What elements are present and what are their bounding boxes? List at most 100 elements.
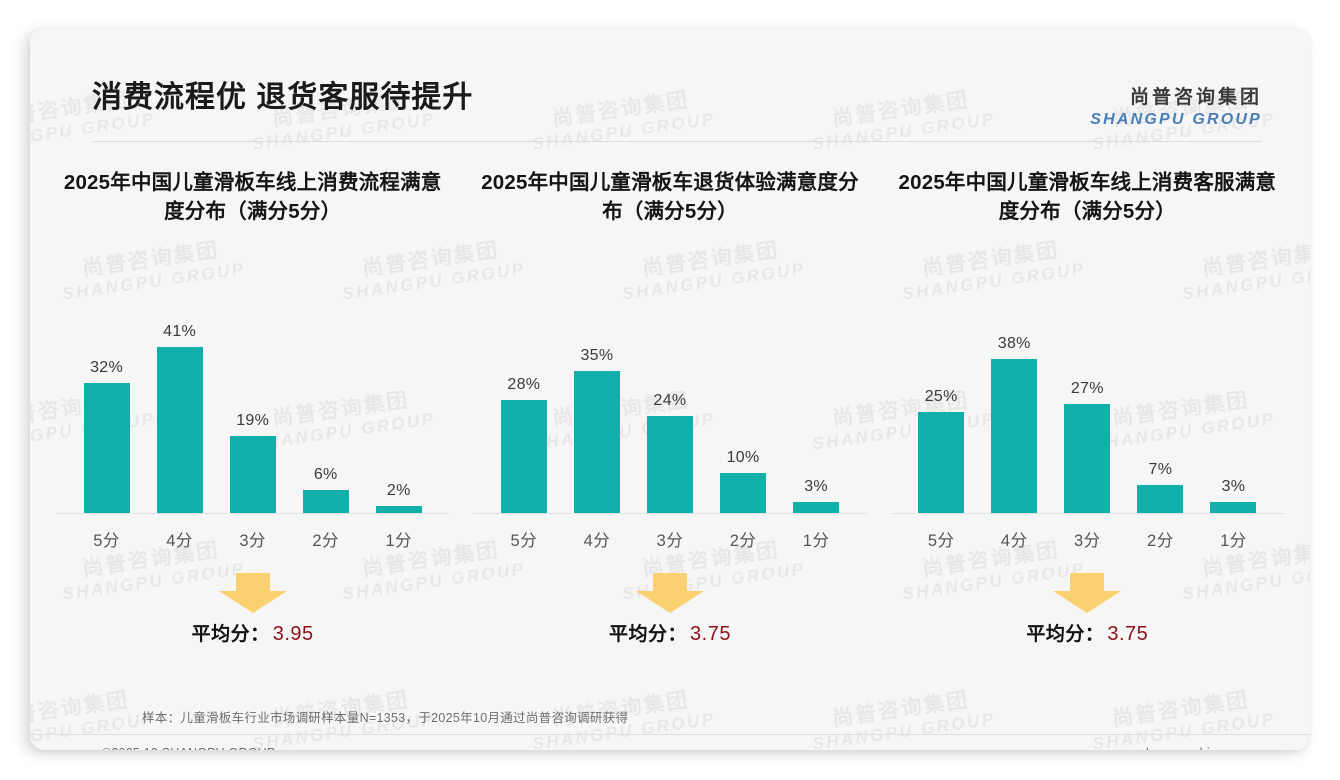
brand-logo: 尚普咨询集团 SHANGPU GROUP [1090,87,1262,128]
x-axis-tick-label: 5分 [93,532,120,550]
bar-value-label: 7% [1148,461,1173,479]
x-axis-tick-label: 1分 [385,532,413,550]
x-axis-tick-label: 3分 [656,532,684,550]
slide-card: 尚普咨询集团 SHANGPU GROUP 尚普咨询集团 SHANGPU GROUP 尚普… [30,28,1310,750]
x-axis-tick-label: 4分 [166,532,193,550]
average-value: 3.95 [272,623,314,645]
down-arrow-icon [1053,573,1122,613]
bar-slot: 35% [560,284,633,514]
down-arrow-icon [218,573,287,613]
bar [646,416,693,514]
chart-panel-1: 2025年中国儿童滑板车线上消费流程满意度分布（满分5分） 32% 41% 19% 6… [44,168,461,688]
average-score: 平均分： 3.75 [1026,619,1148,646]
bar-slot: 25% [905,284,978,514]
bar-slot: 3% [780,284,853,514]
x-axis-tick-label: 5分 [927,532,955,550]
bar-value-label: 41% [163,322,197,340]
bar-group: 25% 38% 27% 7% 3% [905,284,1270,514]
copyright-text: ©2025.12 SHANGPU GROUP [102,746,275,750]
bar-group: 32% 41% 19% 6% 2% [70,284,435,514]
x-axis-tick-label: 2分 [729,532,757,550]
x-axis-line [473,513,867,514]
bar [918,411,965,514]
bar-value-label: 2% [386,481,411,499]
bar-value-label: 35% [580,347,614,365]
x-axis-labels: 5分 4分 3分 2分 1分 [487,514,852,551]
bar-value-label: 25% [924,387,958,405]
bar-value-label: 10% [726,449,760,467]
bar-slot: 10% [707,284,780,514]
bar-slot: 41% [143,284,216,514]
x-axis-tick-label: 2分 [1147,532,1174,550]
bar-value-label: 24% [653,392,687,409]
bar-value-label: 38% [997,334,1031,352]
bar-chart: 25% 38% 27% 7% 3% [890,284,1284,514]
bar-value-label: 19% [236,412,270,430]
bar [793,501,840,514]
x-axis-line [56,513,450,514]
bar-slot: 6% [289,284,362,514]
website-link[interactable]: www.shangpu-china.com [1109,746,1252,750]
charts-row: 2025年中国儿童滑板车线上消费流程满意度分布（满分5分） 32% 41% 19% 6… [44,168,1296,688]
x-axis-tick-label: 4分 [1000,532,1028,550]
bar [991,358,1038,514]
x-axis-tick-label: 3分 [1073,532,1101,550]
x-axis-labels: 5分 4分 3分 2分 1分 [905,514,1270,551]
page-title: 消费流程优 退货客服待提升 [92,81,474,114]
bar [1210,501,1257,514]
bar-slot: 32% [70,284,143,514]
bar-value-label: 28% [507,375,541,393]
sample-note: 样本：儿童滑板车行业市场调研样本量N=1353，于2025年10月通过尚普咨询调… [142,711,629,725]
chart-title: 2025年中国儿童滑板车线上消费流程满意度分布（满分5分） [63,171,442,224]
x-axis-line [890,513,1284,514]
header-divider [92,141,1262,142]
bar-slot: 19% [216,284,289,514]
chart-panel-3: 2025年中国儿童滑板车线上消费客服满意度分布（满分5分） 25% 38% 27% 7… [879,168,1296,688]
average-block: 平均分： 3.75 [473,573,866,665]
down-arrow-icon [635,573,704,613]
bar [375,505,422,514]
bar-value-label: 6% [313,465,338,483]
bar-chart: 32% 41% 19% 6% 2% [56,284,450,514]
bar [83,383,130,514]
slide-header: 消费流程优 退货客服待提升 尚普咨询集团 SHANGPU GROUP [30,28,1310,142]
chart-title: 2025年中国儿童滑板车退货体验满意度分布（满分5分） [481,171,859,224]
average-block: 平均分： 3.95 [56,573,449,665]
footer-divider [30,734,1310,735]
bar-slot: 27% [1051,284,1124,514]
x-axis-labels: 5分 4分 3分 2分 1分 [70,514,435,551]
average-score: 平均分： 3.95 [192,619,314,646]
logo-english-text: SHANGPU GROUP [1090,110,1262,128]
bar-value-label: 32% [90,359,123,377]
average-label: 平均分： [191,624,270,645]
bar-value-label: 27% [1070,379,1104,397]
x-axis-tick-label: 2分 [312,532,340,550]
bar-slot: 24% [633,284,706,514]
bar-slot: 38% [978,284,1051,514]
average-label: 平均分： [609,624,688,645]
x-axis-tick-label: 4分 [583,532,611,550]
x-axis-tick-label: 1分 [802,532,830,550]
bar [1064,403,1111,514]
x-axis-tick-label: 3分 [239,532,266,550]
bar [302,489,349,514]
slide-footer: ©2025.12 SHANGPU GROUP www.shangpu-china… [30,734,1310,750]
bar-value-label: 3% [1221,477,1246,495]
x-axis-tick-label: 5分 [510,532,538,550]
average-value: 3.75 [690,623,731,645]
bar [500,399,547,514]
bar [229,436,276,514]
bar [1137,485,1184,514]
bar-group: 28% 35% 24% 10% 3% [487,284,852,514]
bar-slot: 28% [487,284,560,514]
average-score: 平均分： 3.75 [609,619,731,646]
logo-chinese-text: 尚普咨询集团 [1129,87,1262,108]
chart-panel-2: 2025年中国儿童滑板车退货体验满意度分布（满分5分） 28% 35% 24% 10%… [461,168,878,688]
average-label: 平均分： [1026,624,1105,645]
bar [156,346,203,514]
average-value: 3.75 [1107,623,1149,645]
bar-slot: 2% [362,284,435,514]
chart-title: 2025年中国儿童滑板车线上消费客服满意度分布（满分5分） [898,171,1277,224]
x-axis-tick-label: 1分 [1220,532,1247,550]
average-block: 平均分： 3.75 [891,573,1284,665]
